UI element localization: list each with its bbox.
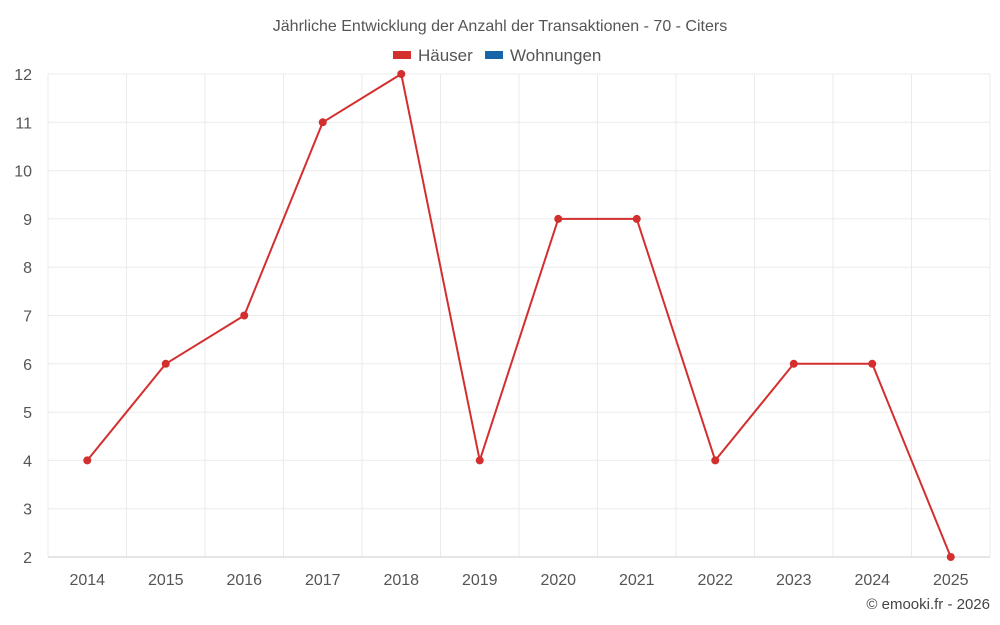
x-tick-label: 2015 — [148, 572, 184, 589]
x-tick-label: 2023 — [776, 572, 812, 589]
legend-swatch-wohnungen — [485, 51, 503, 59]
legend-label-haeuser[interactable]: Häuser — [418, 46, 473, 65]
axes: 2 3 4 5 6 7 8 9 10 11 12 2014 2015 2016 2017 2018 2019 20… — [14, 67, 990, 589]
y-tick-label: 10 — [14, 164, 32, 181]
y-tick-label: 5 — [23, 405, 32, 422]
legend-label-wohnungen[interactable]: Wohnungen — [510, 46, 601, 65]
y-tick-label: 11 — [15, 115, 32, 132]
y-tick-label: 12 — [14, 67, 32, 84]
data-point[interactable] — [397, 70, 406, 78]
y-tick-label: 9 — [23, 212, 32, 229]
x-tick-label: 2019 — [462, 572, 498, 589]
x-tick-label: 2014 — [69, 572, 105, 589]
x-tick-label: 2018 — [383, 572, 419, 589]
series-haeuser — [83, 70, 955, 561]
chart-title: Jährliche Entwicklung der Anzahl der Tra… — [273, 18, 727, 35]
y-tick-label: 4 — [23, 453, 32, 470]
x-tick-label: 2020 — [540, 572, 576, 589]
x-tick-label: 2021 — [619, 572, 655, 589]
y-tick-label: 8 — [23, 260, 32, 277]
x-tick-label: 2017 — [305, 572, 341, 589]
legend[interactable]: Häuser Wohnungen — [393, 46, 601, 65]
x-tick-label: 2022 — [697, 572, 733, 589]
x-tick-label: 2024 — [854, 572, 890, 589]
y-tick-label: 3 — [23, 502, 32, 519]
legend-swatch-haeuser — [393, 51, 411, 59]
y-tick-label: 7 — [23, 309, 32, 326]
data-point[interactable] — [789, 359, 798, 368]
data-point[interactable] — [240, 311, 249, 320]
x-tick-label: 2016 — [226, 572, 262, 589]
data-point[interactable] — [554, 214, 563, 223]
data-point[interactable] — [868, 359, 877, 368]
data-point[interactable] — [83, 456, 92, 465]
data-point[interactable] — [475, 456, 484, 465]
credit-text: © emooki.fr - 2026 — [866, 596, 990, 613]
data-point[interactable] — [946, 553, 955, 561]
data-point[interactable] — [318, 118, 327, 127]
y-tick-label: 2 — [23, 550, 32, 567]
y-tick-label: 6 — [23, 357, 32, 374]
series-line — [86, 73, 952, 558]
data-point[interactable] — [711, 456, 720, 465]
grid — [47, 73, 991, 557]
x-tick-label: 2025 — [933, 572, 969, 589]
data-point[interactable] — [161, 359, 170, 368]
data-point[interactable] — [632, 214, 641, 223]
